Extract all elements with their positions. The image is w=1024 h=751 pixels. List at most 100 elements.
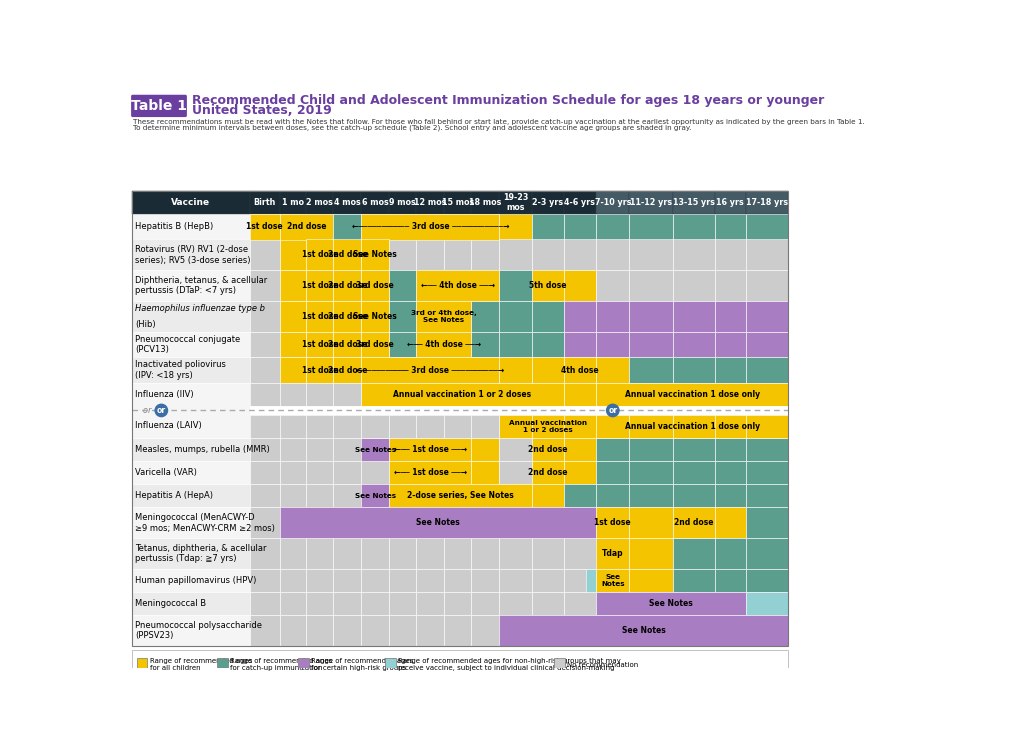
- Bar: [132, 301, 250, 332]
- Bar: [630, 301, 673, 332]
- Bar: [280, 383, 306, 406]
- Bar: [361, 615, 389, 646]
- Text: Human papillomavirus (HPV): Human papillomavirus (HPV): [135, 576, 256, 585]
- Bar: [417, 383, 444, 406]
- Bar: [334, 357, 361, 383]
- Bar: [563, 461, 596, 484]
- Bar: [250, 301, 280, 332]
- Bar: [673, 383, 715, 406]
- Bar: [745, 592, 788, 615]
- Bar: [500, 270, 531, 301]
- Bar: [389, 191, 417, 214]
- Text: 1st dose: 1st dose: [301, 281, 338, 290]
- Bar: [306, 438, 334, 461]
- Bar: [306, 332, 334, 357]
- Bar: [389, 484, 531, 508]
- Text: or: or: [135, 406, 152, 415]
- Bar: [306, 415, 334, 438]
- Bar: [334, 592, 361, 615]
- Bar: [471, 415, 500, 438]
- Bar: [531, 592, 563, 615]
- Bar: [596, 538, 630, 569]
- Text: See Notes: See Notes: [649, 599, 693, 608]
- Bar: [389, 461, 417, 484]
- Circle shape: [155, 404, 168, 417]
- Bar: [132, 240, 250, 270]
- Bar: [596, 270, 630, 301]
- Text: 9 mos: 9 mos: [389, 198, 416, 207]
- Bar: [563, 406, 596, 415]
- Bar: [471, 484, 500, 508]
- Bar: [630, 569, 673, 592]
- Bar: [715, 484, 745, 508]
- Text: Measles, mumps, rubella (MMR): Measles, mumps, rubella (MMR): [135, 445, 269, 454]
- Text: Varicella (VAR): Varicella (VAR): [135, 469, 197, 478]
- Text: 2nd dose: 2nd dose: [328, 250, 367, 259]
- Bar: [673, 461, 715, 484]
- Bar: [389, 357, 417, 383]
- Bar: [563, 240, 596, 270]
- Bar: [500, 461, 531, 484]
- Bar: [306, 191, 334, 214]
- Bar: [361, 383, 563, 406]
- Bar: [417, 461, 444, 484]
- Bar: [444, 569, 471, 592]
- Bar: [280, 406, 306, 415]
- Bar: [630, 461, 673, 484]
- Bar: [361, 484, 389, 508]
- Bar: [630, 484, 673, 508]
- Bar: [334, 214, 361, 240]
- Bar: [280, 332, 306, 357]
- Text: See
Notes: See Notes: [601, 574, 625, 587]
- Bar: [361, 383, 389, 406]
- Bar: [471, 415, 500, 438]
- Bar: [132, 615, 250, 646]
- Text: Range of recommended ages
for all children: Range of recommended ages for all childr…: [150, 658, 252, 671]
- Bar: [444, 438, 471, 461]
- Bar: [306, 240, 334, 270]
- Bar: [673, 357, 715, 383]
- Bar: [280, 438, 306, 461]
- Bar: [361, 332, 389, 357]
- Bar: [554, 658, 565, 671]
- Bar: [306, 357, 334, 383]
- Bar: [306, 508, 334, 538]
- Text: Tetanus, diphtheria, & acellular
pertussis (Tdap: ≧7 yrs): Tetanus, diphtheria, & acellular pertuss…: [135, 544, 266, 563]
- Bar: [334, 214, 361, 240]
- Bar: [361, 214, 500, 240]
- Bar: [596, 332, 630, 357]
- Bar: [673, 406, 715, 415]
- Bar: [334, 270, 361, 301]
- Bar: [673, 301, 715, 332]
- Text: Hepatitis A (HepA): Hepatitis A (HepA): [135, 491, 213, 500]
- Bar: [132, 270, 250, 301]
- Bar: [630, 214, 673, 240]
- Bar: [280, 592, 306, 615]
- Bar: [500, 406, 531, 415]
- Bar: [334, 383, 361, 406]
- Text: Range of recommended ages
for catch-up immunization: Range of recommended ages for catch-up i…: [230, 658, 333, 671]
- Bar: [361, 301, 389, 332]
- Bar: [306, 484, 334, 508]
- Bar: [361, 301, 389, 332]
- Text: Vaccine: Vaccine: [171, 198, 210, 207]
- Bar: [334, 301, 361, 332]
- Text: 1st dose: 1st dose: [301, 366, 338, 375]
- Bar: [500, 415, 531, 438]
- Text: 11-12 yrs: 11-12 yrs: [630, 198, 672, 207]
- Text: 2nd dose: 2nd dose: [674, 518, 714, 527]
- Bar: [444, 538, 471, 569]
- Text: 2nd dose: 2nd dose: [528, 469, 567, 478]
- Bar: [306, 332, 334, 357]
- Bar: [715, 592, 745, 615]
- Bar: [563, 415, 596, 438]
- Bar: [596, 383, 630, 406]
- Bar: [563, 484, 596, 508]
- Bar: [361, 240, 389, 270]
- Bar: [132, 383, 250, 438]
- Bar: [673, 615, 715, 646]
- Bar: [745, 383, 788, 406]
- Bar: [630, 538, 673, 569]
- Bar: [531, 438, 563, 461]
- Bar: [471, 438, 500, 461]
